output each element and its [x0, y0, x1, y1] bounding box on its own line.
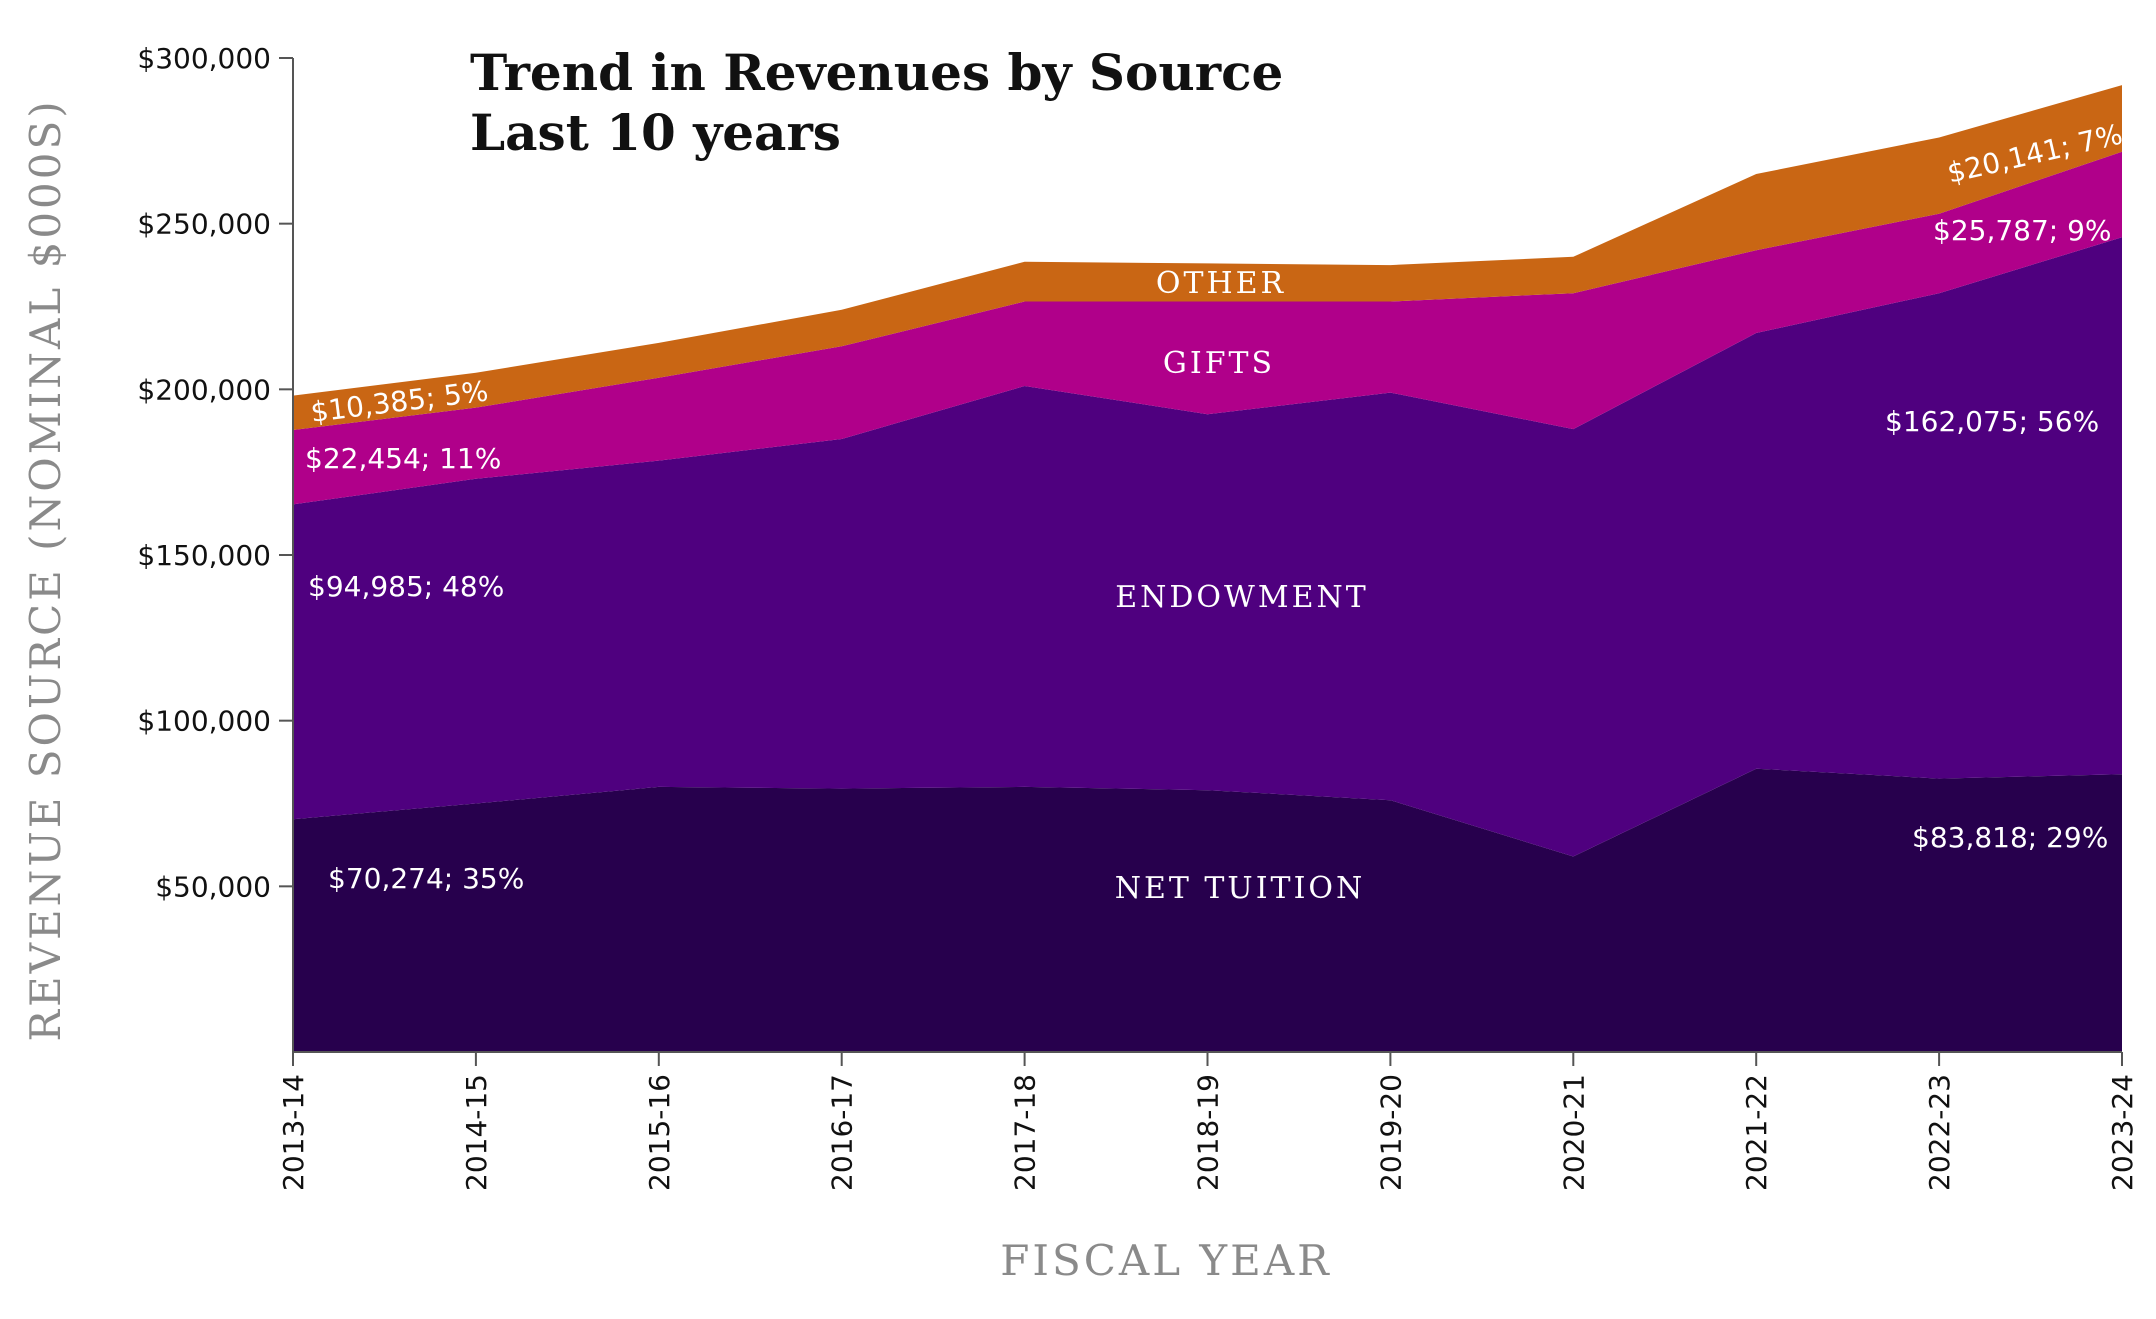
y-tick-label: $150,000 — [137, 539, 271, 572]
area-net-tuition — [293, 768, 2122, 1052]
data-label-net-tuition-2013-14: $70,274; 35% — [328, 862, 524, 895]
y-tick-label: $250,000 — [137, 208, 271, 241]
x-ticks: 2013-14 2014-15 2015-16 2016-17 2017-18 2018-… — [277, 1052, 2139, 1191]
x-tick-label: 2017-18 — [1009, 1074, 1042, 1191]
x-axis-title: FISCAL YEAR — [1000, 1236, 1332, 1285]
stacked-areas — [293, 85, 2122, 1052]
y-tick-label: $100,000 — [137, 705, 271, 738]
y-ticks: $50,000 $100,000 $150,000 $200,000 $250,000 $… — [137, 42, 293, 903]
x-tick-label: 2023-24 — [2106, 1074, 2139, 1191]
x-tick-label: 2015-16 — [643, 1074, 676, 1191]
data-label-endowment-2013-14: $94,985; 48% — [308, 570, 504, 603]
x-tick-label: 2013-14 — [277, 1074, 310, 1191]
chart-subtitle: Last 10 years — [470, 103, 841, 162]
data-label-net-tuition-2023-24: $83,818; 29% — [1912, 821, 2108, 854]
x-tick-label: 2019-20 — [1374, 1074, 1407, 1191]
data-label-endowment-2023-24: $162,075; 56% — [1885, 405, 2099, 438]
area-endowment — [293, 237, 2122, 857]
area-other — [293, 85, 2122, 430]
area-gifts — [293, 151, 2122, 505]
series-label-other: OTHER — [1156, 266, 1286, 301]
x-tick-label: 2020-21 — [1557, 1074, 1590, 1191]
x-tick-label: 2022-23 — [1923, 1074, 1956, 1191]
y-tick-label: $200,000 — [137, 373, 271, 406]
y-tick-label: $300,000 — [137, 42, 271, 75]
chart-title: Trend in Revenues by Source — [470, 43, 1283, 102]
x-tick-label: 2018-19 — [1192, 1074, 1225, 1191]
x-tick-label: 2014-15 — [460, 1074, 493, 1191]
series-label-gifts: GIFTS — [1163, 346, 1275, 381]
data-label-gifts-2023-24: $25,787; 9% — [1933, 214, 2112, 247]
y-tick-label: $50,000 — [155, 870, 271, 903]
y-axis-title: REVENUE SOURCE (NOMINAL $000S) — [21, 98, 70, 1041]
x-tick-label: 2016-17 — [826, 1074, 859, 1191]
x-tick-label: 2021-22 — [1740, 1074, 1773, 1191]
series-label-endowment: ENDOWMENT — [1115, 580, 1369, 615]
series-label-net-tuition: NET TUITION — [1115, 871, 1366, 906]
data-label-gifts-2013-14: $22,454; 11% — [305, 442, 501, 475]
